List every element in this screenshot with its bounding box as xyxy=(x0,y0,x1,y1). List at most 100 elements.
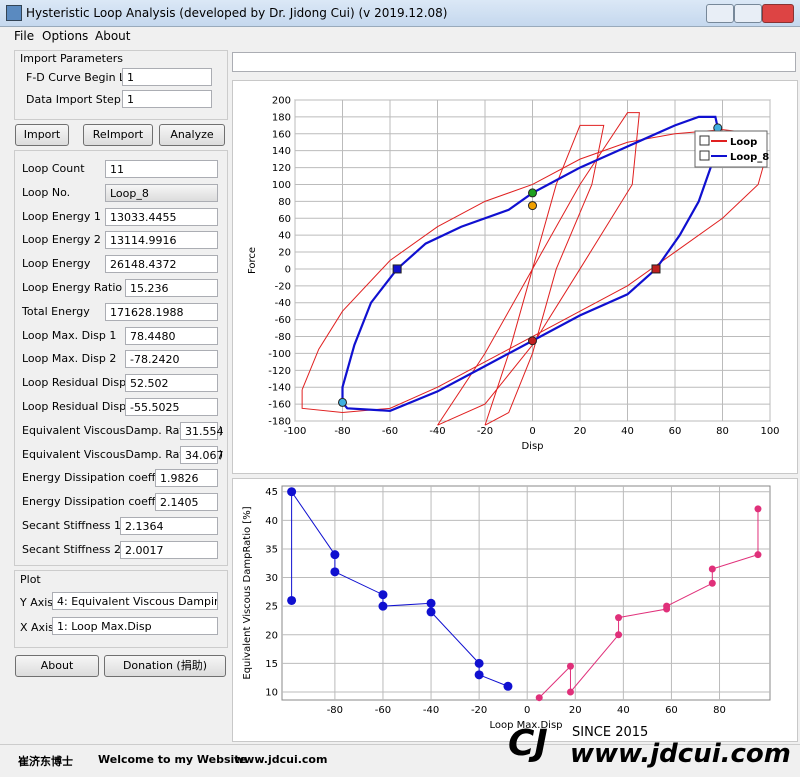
data-point xyxy=(330,550,340,560)
left-panel: Import Parameters F-D Curve Begin Line 1 Da… xyxy=(0,46,230,740)
menu-item[interactable]: File xyxy=(14,29,35,43)
result-label: Energy Dissipation coeff. 1 xyxy=(22,471,170,485)
x-tick-label: -80 xyxy=(327,705,343,716)
marker-point xyxy=(651,264,661,274)
app-icon xyxy=(6,5,22,21)
logo: CJ xyxy=(508,723,548,764)
data-point xyxy=(566,662,574,670)
y-tick-label: 20 xyxy=(278,248,291,259)
result-label: Loop Residual Disp2 xyxy=(22,400,134,413)
result-value[interactable]: 13114.9916 xyxy=(105,231,218,250)
marker-point xyxy=(528,188,537,198)
result-value[interactable]: 78.4480 xyxy=(125,326,218,345)
x-tick-label: -40 xyxy=(429,426,445,437)
marker-point xyxy=(528,336,537,346)
result-value[interactable]: 34.067 xyxy=(180,445,224,464)
result-label: Equivalent ViscousDamp. Ratio2 (%) xyxy=(22,447,224,461)
group-heading: Plot xyxy=(20,573,41,586)
window-title: Hysteristic Loop Analysis (developed by … xyxy=(26,6,448,20)
x-tick-label: -20 xyxy=(471,705,487,716)
button[interactable]: Analyze xyxy=(159,124,225,146)
x-tick-label: 40 xyxy=(621,426,634,437)
result-value[interactable]: 2.1405 xyxy=(155,493,218,512)
y-tick-label: -20 xyxy=(275,281,291,292)
x-tick-label: 80 xyxy=(716,426,729,437)
axis-label: Y Axis xyxy=(20,596,54,609)
y-tick-label: -40 xyxy=(275,298,291,309)
group-heading: Import Parameters xyxy=(20,52,123,65)
button[interactable]: ReImport xyxy=(83,124,153,146)
result-value[interactable]: 13033.4455 xyxy=(105,207,218,226)
y-tick-label: -60 xyxy=(275,315,291,326)
x-axis-dropdown[interactable]: 1: Loop Max.Disp xyxy=(52,617,218,635)
result-value[interactable]: -55.5025 xyxy=(125,398,218,416)
result-value[interactable]: 26148.4372 xyxy=(105,255,218,274)
result-value[interactable]: 52.502 xyxy=(125,374,218,393)
y-tick-label: 140 xyxy=(272,146,291,157)
result-label: Loop Energy Ratio (%) xyxy=(22,281,145,294)
x-tick-label: 100 xyxy=(760,426,779,437)
y-tick-label: 0 xyxy=(285,264,291,275)
y-tick-label: 10 xyxy=(265,687,278,698)
result-label: Loop Count xyxy=(22,162,85,175)
data-point xyxy=(330,567,340,577)
minimize-button[interactable] xyxy=(706,4,734,23)
data-point xyxy=(378,601,388,611)
data-point xyxy=(503,681,513,691)
legend-checkbox xyxy=(699,135,710,146)
button[interactable]: About xyxy=(15,655,99,677)
x-tick-label: 60 xyxy=(665,705,678,716)
x-tick-label: 40 xyxy=(617,705,630,716)
field-input[interactable]: 1 xyxy=(122,68,212,86)
loop-dropdown[interactable]: Loop_8 xyxy=(105,183,218,202)
result-label: Equivalent ViscousDamp. Ratio1 (%) xyxy=(22,423,224,437)
x-tick-label: -100 xyxy=(284,426,307,437)
info-box xyxy=(232,52,796,72)
y-axis-dropdown[interactable]: 4: Equivalent Viscous Damping Rat xyxy=(52,592,218,610)
result-value[interactable]: 2.1364 xyxy=(120,517,218,535)
data-point xyxy=(615,614,623,622)
logo-url: www.jdcui.com xyxy=(570,739,791,769)
y-tick-label: -180 xyxy=(268,417,291,428)
x-axis-label: Loop Max.Disp xyxy=(489,720,562,731)
y-tick-label: 80 xyxy=(278,197,291,208)
result-value[interactable]: -78.2420 xyxy=(125,350,218,369)
button[interactable]: Import xyxy=(15,124,69,146)
result-value[interactable]: 15.236 xyxy=(125,279,218,297)
button[interactable]: Donation (捐助) xyxy=(104,655,226,677)
menu-bar: File Options About xyxy=(0,27,800,45)
data-point xyxy=(663,602,671,610)
y-tick-label: 60 xyxy=(278,214,291,225)
y-tick-label: 25 xyxy=(265,602,278,613)
legend-checkbox xyxy=(699,150,710,161)
data-point xyxy=(287,487,297,497)
result-value[interactable]: 2.0017 xyxy=(120,540,218,559)
data-point xyxy=(474,658,484,668)
maximize-button[interactable] xyxy=(734,4,762,23)
result-value[interactable]: 171628.1988 xyxy=(105,302,218,321)
result-label: Loop Energy 1 xyxy=(22,209,101,223)
data-point xyxy=(287,595,297,605)
x-axis-label: Disp xyxy=(521,441,543,452)
x-tick-label: 80 xyxy=(713,705,726,716)
close-button[interactable] xyxy=(762,4,794,23)
result-value[interactable]: 11 xyxy=(105,160,218,178)
y-tick-label: 160 xyxy=(272,129,291,140)
data-point xyxy=(708,565,716,573)
plot-area xyxy=(281,485,771,701)
y-tick-label: 30 xyxy=(265,573,278,584)
menu-item[interactable]: Options xyxy=(42,29,89,43)
y-tick-label: 200 xyxy=(272,96,291,107)
y-tick-label: -160 xyxy=(268,400,291,411)
menu-item[interactable]: About xyxy=(95,29,131,43)
series-line xyxy=(341,115,719,412)
status-url[interactable]: www.jdcui.com xyxy=(234,753,328,766)
y-axis-label: Equivalent Viscous DampRatio [%] xyxy=(242,506,253,679)
result-value[interactable]: 1.9826 xyxy=(155,469,218,488)
data-point xyxy=(426,598,436,608)
result-label: Loop Energy xyxy=(22,257,91,271)
field-input[interactable]: 1 xyxy=(122,90,212,108)
y-tick-label: -120 xyxy=(268,366,291,377)
result-value[interactable]: 31.554 xyxy=(180,421,224,440)
